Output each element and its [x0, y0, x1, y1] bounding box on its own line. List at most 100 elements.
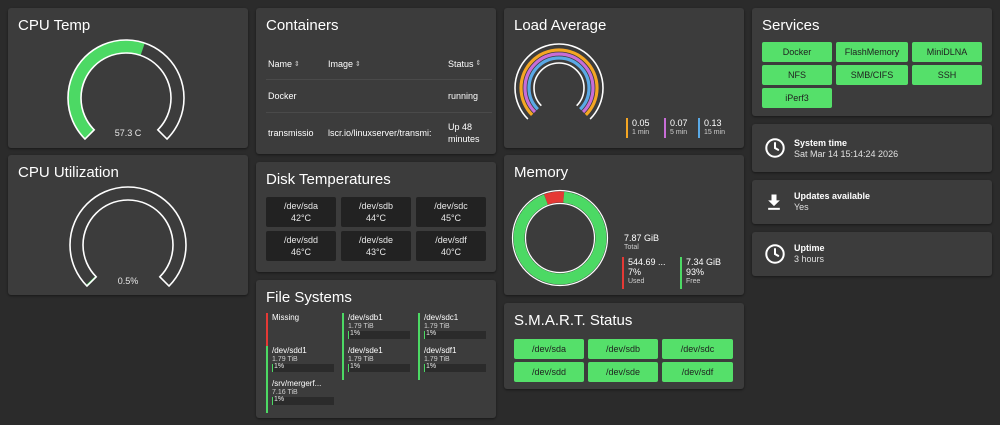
file-system-item[interactable]: /dev/sdc1 1.79 TiB 1% — [418, 313, 488, 347]
column-header-image[interactable]: Image ⇕ — [328, 58, 361, 69]
file-system-usage-bar: 1% — [424, 363, 486, 372]
file-system-size: 1.79 TiB — [348, 323, 374, 330]
file-system-name: /dev/sde1 — [348, 346, 383, 355]
clock-icon — [765, 138, 785, 158]
memory-free: 7.34 GiB 93% Free — [680, 257, 721, 289]
usage-percent: 1% — [350, 363, 361, 370]
container-status: Up 48 minutes — [448, 122, 480, 144]
load-gauge-outer-ring — [514, 43, 604, 120]
smart-disk-button[interactable]: /dev/sdb — [588, 339, 658, 359]
services-widget: Services Docker FlashMemory MiniDLNA NFS… — [752, 8, 992, 116]
column-header-status[interactable]: Status ⇕ — [448, 58, 482, 69]
load-arc-5-min — [523, 52, 595, 114]
cpu-temp-gauge-outline — [67, 39, 185, 141]
file-system-item[interactable]: /srv/mergerf... 7.16 TiB 1% — [266, 379, 336, 413]
memory-free-segment — [513, 191, 607, 285]
cpu-temp-title: CPU Temp — [18, 17, 91, 34]
load-legend-item: 0.05 1 min — [626, 118, 650, 138]
updates-value: Yes — [794, 202, 809, 212]
service-button[interactable]: FlashMemory — [836, 42, 908, 62]
sort-icon: ⇕ — [355, 60, 361, 68]
smart-disk-button[interactable]: /dev/sdc — [662, 339, 733, 359]
disk-temperatures-widget: Disk Temperatures /dev/sda 42°C /dev/sdb 4… — [256, 162, 496, 272]
usage-percent: 1% — [274, 396, 285, 403]
usage-percent: 1% — [274, 363, 285, 370]
smart-disk-button[interactable]: /dev/sda — [514, 339, 584, 359]
load-legend-item: 0.07 5 min — [664, 118, 688, 138]
usage-bar-fill — [348, 364, 349, 372]
file-system-usage-bar: 1% — [272, 396, 334, 405]
file-system-size: 7.16 TiB — [272, 389, 298, 396]
memory-donut-chart — [511, 189, 609, 287]
containers-title: Containers — [266, 17, 339, 34]
load-gauge-inner-ring — [533, 62, 585, 107]
service-button[interactable]: SMB/CIFS — [836, 65, 908, 85]
uptime-title: Uptime — [794, 243, 825, 253]
load-label: 1 min — [632, 129, 650, 136]
sort-icon: ⇕ — [475, 59, 482, 67]
cpu-utilization-gauge-outline — [69, 186, 187, 288]
smart-status-widget: S.M.A.R.T. Status /dev/sda /dev/sdb /dev… — [504, 303, 744, 389]
file-system-item[interactable]: /dev/sdd1 1.79 TiB 1% — [266, 346, 336, 380]
load-average-gauge — [514, 43, 604, 120]
usage-percent: 1% — [426, 330, 437, 337]
smart-disk-button[interactable]: /dev/sde — [588, 362, 658, 382]
load-average-widget: Load Average 0.05 1 min 0.07 5 min 0.13 15 mi… — [504, 8, 744, 148]
file-system-item[interactable]: Missing — [266, 313, 336, 347]
service-button[interactable]: NFS — [762, 65, 832, 85]
file-system-size: 1.79 TiB — [424, 356, 450, 363]
file-system-usage-bar: 1% — [424, 330, 486, 339]
updates-title: Updates available — [794, 191, 871, 201]
disk-temp-tile: /dev/sda 42°C — [266, 197, 336, 227]
file-system-name: Missing — [272, 313, 300, 322]
usage-bar-fill — [348, 331, 349, 339]
cpu-temp-widget: CPU Temp 57.3 C — [8, 8, 248, 148]
file-systems-widget: File Systems Missing/dev/sdb1 1.79 TiB 1% /… — [256, 280, 496, 418]
file-system-name: /srv/mergerf... — [272, 379, 322, 388]
container-name: transmissio — [268, 128, 314, 138]
usage-bar-fill — [272, 364, 273, 372]
system-time-value: Sat Mar 14 15:14:24 2026 — [794, 149, 899, 159]
load-label: 15 min — [704, 129, 726, 136]
load-average-title: Load Average — [514, 17, 607, 34]
disk-temp-tile: /dev/sdb 44°C — [341, 197, 411, 227]
file-system-item[interactable]: /dev/sde1 1.79 TiB 1% — [342, 346, 412, 380]
memory-used: 544.69 ... 7% Used — [622, 257, 666, 289]
updates-widget: Updates available Yes — [752, 180, 992, 224]
usage-bar-fill — [424, 331, 425, 339]
cpu-temp-gauge-fill — [68, 40, 145, 140]
cpu-utilization-gauge — [69, 186, 187, 288]
service-button[interactable]: SSH — [912, 65, 982, 85]
memory-donut-outline-inner — [524, 202, 596, 274]
load-arc-1-min — [519, 48, 599, 116]
load-value: 0.13 — [704, 118, 722, 128]
file-system-item[interactable]: /dev/sdb1 1.79 TiB 1% — [342, 313, 412, 347]
cpu-utilization-widget: CPU Utilization 0.5% — [8, 155, 248, 295]
disk-temp-tile: /dev/sde 43°C — [341, 231, 411, 261]
system-time-title: System time — [794, 138, 848, 148]
smart-disk-button[interactable]: /dev/sdf — [662, 362, 733, 382]
container-name: Docker — [268, 91, 297, 101]
uptime-widget: Uptime 3 hours — [752, 232, 992, 276]
memory-widget: Memory 7.87 GiB Total 544.69 ... 7% Used… — [504, 155, 744, 295]
usage-percent: 1% — [426, 363, 437, 370]
services-title: Services — [762, 17, 820, 34]
file-system-item[interactable]: /dev/sdf1 1.79 TiB 1% — [418, 346, 488, 380]
file-system-usage-bar: 1% — [272, 363, 334, 372]
service-button[interactable]: iPerf3 — [762, 88, 832, 108]
service-button[interactable]: Docker — [762, 42, 832, 62]
usage-bar-fill — [272, 397, 273, 405]
service-button[interactable]: MiniDLNA — [912, 42, 982, 62]
table-row[interactable]: transmissio lscr.io/linuxserver/transmi:… — [266, 113, 492, 153]
file-system-usage-bar: 1% — [348, 363, 410, 372]
file-system-size: 1.79 TiB — [348, 356, 374, 363]
column-header-name[interactable]: Name ⇕ — [268, 58, 300, 69]
load-label: 5 min — [670, 129, 688, 136]
disk-temperatures-title: Disk Temperatures — [266, 171, 391, 188]
table-row[interactable]: Docker running — [266, 80, 492, 113]
cpu-utilization-title: CPU Utilization — [18, 164, 119, 181]
uptime-value: 3 hours — [794, 254, 825, 264]
load-value: 0.07 — [670, 118, 688, 128]
smart-disk-button[interactable]: /dev/sdd — [514, 362, 584, 382]
download-icon — [768, 194, 780, 210]
